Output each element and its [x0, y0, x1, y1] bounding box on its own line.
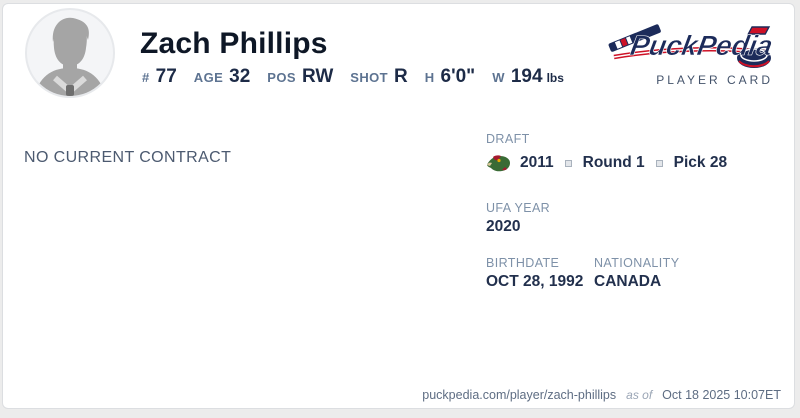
stat-jersey-number: # 77 — [142, 66, 177, 88]
draft-pick: Pick 28 — [673, 154, 728, 171]
player-avatar — [25, 8, 115, 98]
stat-value: 6'0" — [440, 66, 476, 87]
stat-label: W — [492, 70, 505, 85]
stat-shot: SHOT R — [350, 66, 407, 88]
nationality-value: CANADA — [594, 273, 662, 290]
draft-year: 2011 — [520, 154, 554, 171]
stat-weight: W 194 lbs — [492, 66, 564, 88]
stat-value: RW — [301, 66, 334, 87]
stat-label: # — [142, 70, 150, 85]
logo-wordmark: PuckPedia — [628, 29, 775, 61]
stat-height: H 6'0" — [425, 66, 475, 88]
ufa-year-label: UFA YEAR — [486, 201, 551, 215]
stat-value: 194 — [510, 66, 543, 87]
stat-label: H — [424, 70, 435, 85]
birthdate-label: BIRTHDATE — [486, 256, 560, 270]
stat-label: AGE — [193, 70, 224, 85]
nationality-label: NATIONALITY — [594, 256, 680, 270]
snapshot-timestamp: Oct 18 2025 10:07ET — [662, 388, 781, 402]
logo-dash — [747, 26, 771, 35]
page-title: Zach Phillips — [140, 27, 328, 60]
footer: puckpedia.com/player/zach-phillips as of… — [422, 388, 781, 402]
player-vitals: # 77 AGE 32 POS RW SHOT R H 6'0" W 194 l… — [142, 66, 564, 88]
stat-value: 77 — [155, 66, 177, 87]
minnesota-wild-logo-icon — [487, 155, 510, 172]
player-card-label: PLAYER CARD — [656, 73, 773, 87]
puckpedia-logo-icon: PuckPedia — [608, 24, 776, 68]
stat-position: POS RW — [267, 66, 333, 88]
separator-square-icon — [655, 159, 663, 167]
stat-label: SHOT — [350, 70, 388, 85]
stat-value: 32 — [229, 66, 251, 87]
stat-value: R — [393, 66, 408, 87]
stat-label: POS — [267, 70, 296, 85]
ufa-year-value: 2020 — [486, 218, 521, 235]
hockey-stick-icon — [608, 24, 661, 52]
draft-info-row: 2011 Round 1 Pick 28 — [486, 150, 727, 176]
contract-status: NO CURRENT CONTRACT — [24, 149, 232, 166]
player-page-url: puckpedia.com/player/zach-phillips — [422, 388, 617, 402]
as-of-label: as of — [626, 388, 653, 402]
birthdate-value: OCT 28, 1992 — [486, 273, 584, 290]
brand-block: PuckPedia PLAYER CARD — [602, 16, 778, 87]
stat-unit: lbs — [546, 71, 564, 85]
draft-round: Round 1 — [582, 154, 645, 171]
separator-square-icon — [564, 159, 572, 167]
stat-age: AGE 32 — [194, 66, 251, 88]
player-card: Zach Phillips # 77 AGE 32 POS RW SHOT R … — [2, 3, 795, 409]
draft-section-label: DRAFT — [486, 132, 530, 146]
puck-icon — [737, 48, 771, 68]
